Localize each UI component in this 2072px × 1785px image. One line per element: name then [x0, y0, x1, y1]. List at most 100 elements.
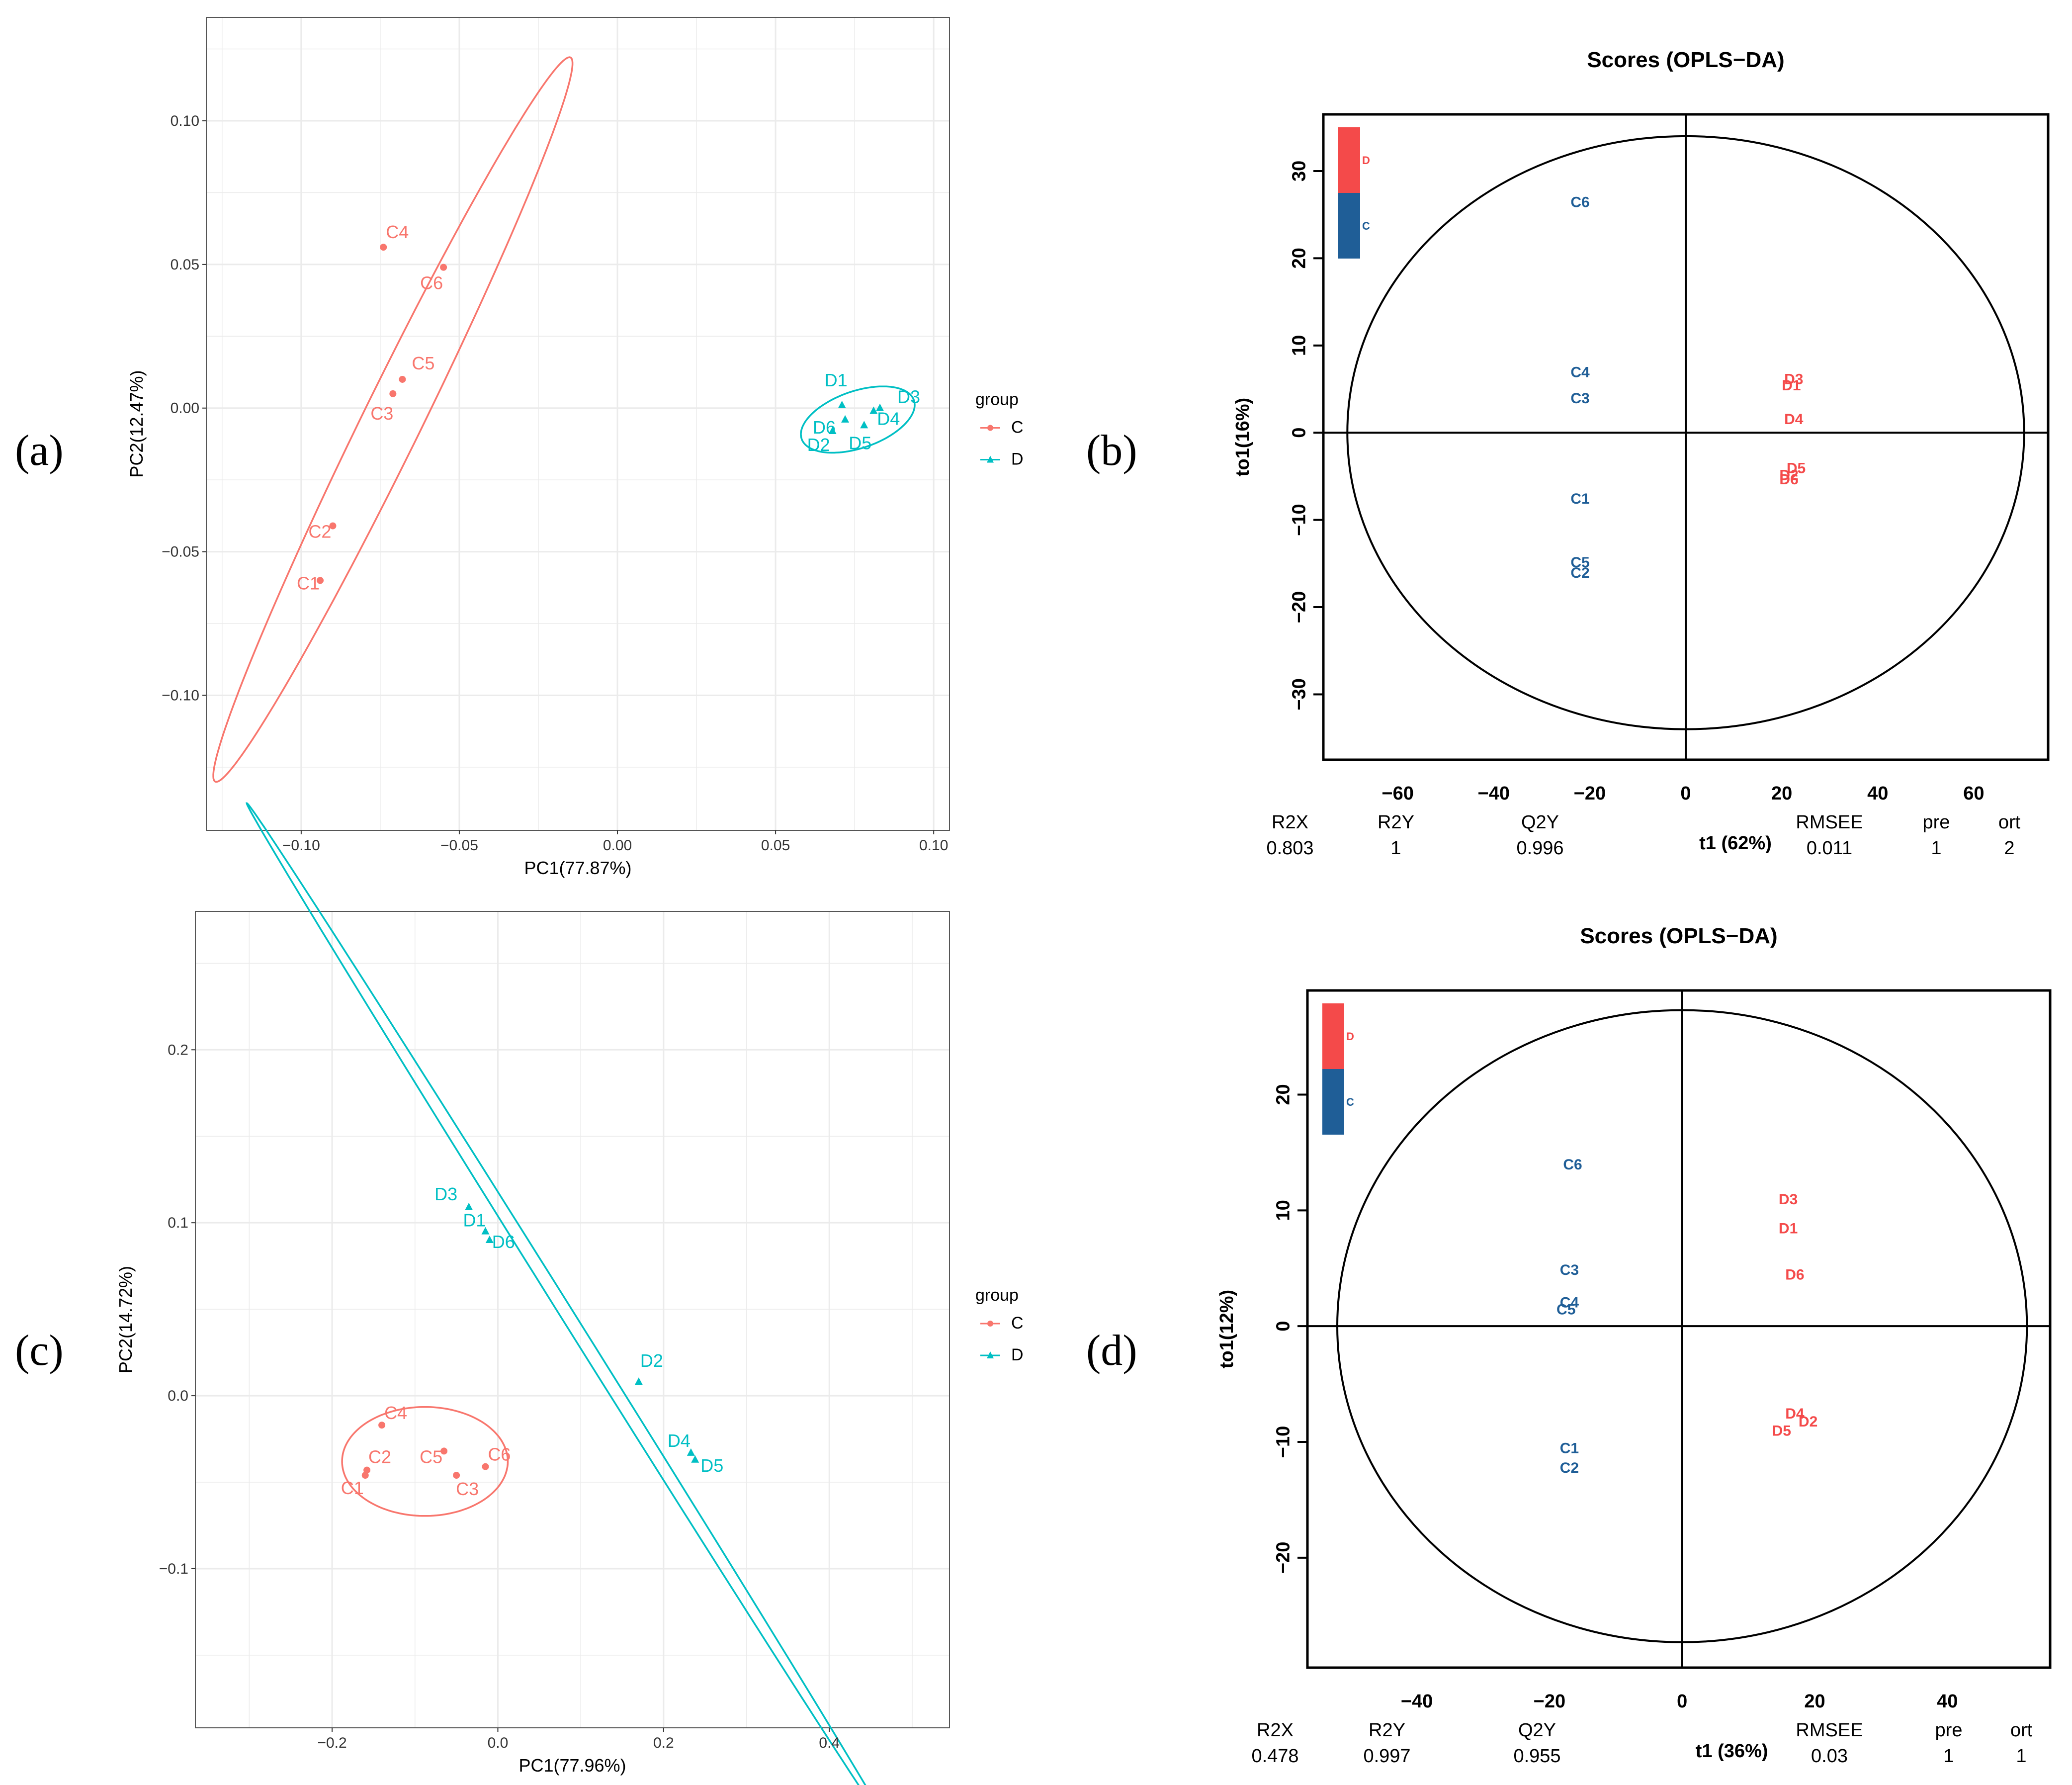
point-label-C4: C4: [384, 1403, 407, 1423]
ellipse-group-D: [800, 385, 916, 454]
point-label-D5: D5: [700, 1455, 723, 1476]
y-tick-label: 30: [1289, 161, 1309, 181]
x-tick-label: 0: [1677, 1691, 1687, 1712]
stat-value-rmsee: 0.011: [1807, 838, 1852, 859]
point-D5: [691, 1455, 699, 1463]
point-label-D1: D1: [825, 370, 848, 390]
stat-header-rmsee: RMSEE: [1796, 812, 1863, 833]
legend-title: group: [975, 390, 1019, 409]
point-label-C1: C1: [1570, 491, 1589, 507]
x-tick-label: 0.4: [819, 1735, 840, 1751]
point-label-D3: D3: [897, 387, 920, 407]
point-label-C2: C2: [1560, 1460, 1579, 1476]
point-C1: [317, 577, 324, 584]
point-label-D3: D3: [1779, 1191, 1798, 1208]
confidence-ellipses: [246, 802, 866, 1785]
point-label-D4: D4: [1785, 1406, 1805, 1422]
ellipse-group-C: [341, 1406, 509, 1517]
point-C2: [363, 1466, 371, 1474]
point-label-D6: D6: [1779, 471, 1798, 488]
point-label-C6: C6: [488, 1444, 511, 1465]
ellipse-group-C: [212, 56, 574, 783]
legend-entry-C: C: [1362, 220, 1370, 232]
stat-header-r2x: R2X: [1272, 812, 1308, 833]
stat-header-r2y: R2Y: [1369, 1720, 1405, 1741]
legend-key-marker-D: [987, 1351, 994, 1358]
x-tick-label: 20: [1771, 783, 1792, 804]
panel-d-oplsda-chart: (d) Scores (OPLS−DA) C6C3C4C5C1C2D3D1D6D…: [1086, 924, 2052, 1767]
point-label-D4: D4: [668, 1430, 691, 1451]
x-axis-ticks: −0.2 0.0 0.2 0.4: [317, 1728, 840, 1751]
chart-title: Scores (OPLS−DA): [1587, 48, 1784, 72]
stat-value-q2y: 0.996: [1516, 838, 1563, 859]
point-label-C6: C6: [420, 273, 443, 293]
point-label-D5: D5: [1787, 460, 1806, 476]
point-C3: [453, 1472, 460, 1479]
point-label-D5: D5: [1772, 1423, 1791, 1439]
point-label-D6: D6: [492, 1232, 515, 1252]
model-stats: R2X 0.478 R2Y 0.997 Q2Y 0.955 RMSEE 0.03 pre 1 ort…: [1251, 1720, 2032, 1767]
point-label-C4: C4: [1570, 364, 1590, 380]
legend-title: group: [975, 1286, 1019, 1305]
plot-frame: [1306, 989, 2052, 1669]
y-tick-label: 0: [1273, 1321, 1294, 1332]
y-tick-label: 0.1: [168, 1215, 188, 1231]
stat-header-ort: ort: [1998, 812, 2021, 833]
legend-entry-D: D: [1346, 1030, 1354, 1043]
point-C5: [399, 375, 406, 383]
y-tick-label: −20: [1289, 591, 1309, 623]
x-axis-ticks: −60 −40 −20 0 20 40 60: [1381, 783, 1984, 804]
stat-value-ort: 1: [2016, 1746, 2026, 1767]
point-label-C3: C3: [456, 1479, 479, 1499]
x-tick-label: 20: [1804, 1691, 1825, 1712]
point-C3: [389, 390, 397, 397]
point-label-C5: C5: [1570, 554, 1589, 571]
stat-value-pre: 1: [1943, 1746, 1954, 1767]
x-tick-label: −40: [1401, 1691, 1433, 1712]
legend-entry-D: D: [1362, 154, 1370, 167]
legend: DC: [1338, 127, 1370, 259]
y-tick-label: −0.1: [159, 1561, 188, 1577]
point-label-C2: C2: [368, 1447, 391, 1467]
zero-lines: [1307, 990, 2050, 1668]
point-label-D3: D3: [434, 1184, 457, 1204]
y-tick-label: −10: [1273, 1426, 1294, 1458]
point-label-C1: C1: [297, 573, 320, 593]
legend-entry-D: D: [1011, 450, 1024, 469]
x-axis-label: PC1(77.96%): [518, 1755, 626, 1776]
chart-title: Scores (OPLS−DA): [1580, 924, 1777, 948]
point-D4: [687, 1448, 695, 1456]
x-tick-label: 0.2: [653, 1735, 674, 1751]
point-label-C6: C6: [1570, 194, 1589, 210]
point-C2: [329, 522, 337, 530]
y-tick-label: 0.10: [171, 113, 199, 129]
grid: [206, 17, 950, 830]
legend-swatch-D: [1338, 127, 1360, 193]
y-tick-label: 10: [1289, 335, 1309, 356]
x-tick-label: −0.05: [440, 837, 478, 854]
model-stats: R2X 0.803 R2Y 1 Q2Y 0.996 RMSEE 0.011 pre 1 ort 2: [1266, 812, 2020, 859]
stat-header-r2y: R2Y: [1378, 812, 1414, 833]
point-label-D4: D4: [877, 409, 900, 429]
y-tick-label: 20: [1273, 1084, 1294, 1105]
stat-header-rmsee: RMSEE: [1796, 1720, 1863, 1741]
x-tick-label: −20: [1574, 783, 1606, 804]
point-C6: [440, 264, 447, 271]
legend-swatch-C: [1322, 1069, 1344, 1135]
point-D6: [485, 1235, 494, 1243]
y-tick-label: 0: [1289, 428, 1309, 438]
point-C6: [482, 1463, 489, 1470]
point-label-D6: D6: [813, 417, 836, 438]
point-D1: [481, 1227, 490, 1235]
y-axis-label: to1(12%): [1216, 1290, 1237, 1368]
y-axis-label: PC2(12.47%): [126, 370, 147, 477]
y-tick-label: 0.0: [168, 1388, 188, 1404]
point-label-C3: C3: [1570, 390, 1589, 407]
y-tick-label: 0.05: [171, 257, 199, 273]
stat-header-q2y: Q2Y: [1518, 1720, 1556, 1741]
